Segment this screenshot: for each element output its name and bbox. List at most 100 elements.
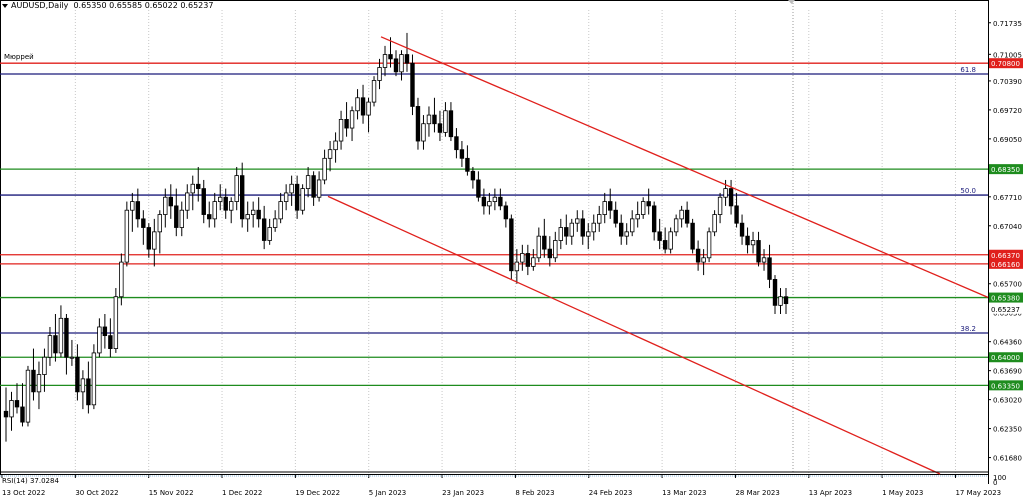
candle-bear: [108, 335, 113, 349]
candle-bull: [25, 369, 31, 423]
current-price-tag: [989, 304, 1023, 314]
candle-bull: [229, 201, 234, 211]
y-tick-label: 0.64360: [993, 339, 1022, 347]
candle-bear: [432, 114, 437, 125]
candle-bear: [734, 205, 739, 224]
candle-bull: [761, 257, 767, 263]
candle-bull: [629, 218, 635, 233]
y-tick-label: 0.67710: [993, 194, 1022, 202]
indicator-scale-bottom: 0: [993, 479, 997, 487]
x-tick-label: 30 Oct 2022: [75, 489, 118, 497]
indicator-label: RSI(14) 37.0284: [2, 477, 59, 485]
candle-bear: [20, 406, 25, 423]
candle-bull: [124, 209, 130, 263]
candle-bear: [141, 218, 146, 228]
candle-bear: [146, 227, 152, 250]
candle-bear: [223, 196, 228, 211]
candle-bull: [569, 222, 574, 237]
candle-bull: [673, 218, 679, 233]
candle-bear: [239, 175, 245, 220]
candle-bull: [377, 67, 382, 81]
candle-bear: [393, 58, 399, 73]
candle-bear: [772, 279, 778, 306]
candle-bull: [157, 214, 163, 233]
candle-bear: [437, 123, 443, 133]
level-price-label: 0.70800: [991, 60, 1020, 68]
candle-bull: [9, 400, 14, 418]
candle-bear: [470, 170, 476, 181]
fib-level-label: 50.0: [960, 187, 976, 195]
level-price-tag: [989, 249, 1023, 260]
candle-bull: [586, 231, 591, 237]
candle-bull: [640, 201, 646, 215]
candle-bull: [382, 54, 388, 68]
x-tick-label: 24 Feb 2023: [589, 489, 633, 497]
candle-bull: [668, 231, 673, 250]
candle-bull: [42, 356, 47, 375]
candle-bull: [531, 257, 536, 267]
candle-bull: [97, 326, 102, 354]
candle-bull: [245, 214, 250, 220]
candle-bull: [487, 201, 492, 207]
candle-bull: [602, 201, 607, 215]
candle-bull: [712, 214, 717, 233]
level-price-tag: [989, 292, 1023, 303]
candle-bull: [234, 175, 239, 202]
candle-bull: [300, 188, 305, 211]
channel-upper-line: [380, 36, 989, 299]
candle-bear: [311, 175, 316, 198]
candle-bear: [646, 201, 651, 207]
candle-bull: [152, 231, 157, 250]
candle-bull: [80, 378, 86, 393]
candle-bull: [492, 196, 498, 202]
y-tick-label: 0.71735: [993, 20, 1022, 28]
level-price-tag: [989, 380, 1023, 391]
candle-bull: [58, 317, 64, 354]
candle-bear: [503, 205, 509, 220]
candle-bear: [509, 218, 514, 272]
candle-bull: [283, 192, 289, 202]
candle-bear: [684, 209, 690, 224]
candle-bull: [218, 196, 223, 202]
candle-bear: [619, 222, 624, 237]
candle-bear: [256, 209, 261, 220]
x-tick-label: 13 Oct 2022: [2, 489, 45, 497]
candle-bull: [426, 114, 432, 125]
level-price-tag: [989, 352, 1023, 363]
candle-bear: [388, 54, 393, 60]
candle-bull: [185, 192, 190, 211]
x-tick-label: 28 Mar 2023: [735, 489, 779, 497]
candle-bear: [174, 205, 179, 228]
x-tick-label: 1 May 2023: [882, 489, 923, 497]
candle-bear: [31, 369, 36, 393]
candle-bull: [212, 201, 217, 220]
y-tick-label: 0.71005: [993, 51, 1022, 59]
chart-menu-icon[interactable]: [2, 3, 8, 8]
candle-bear: [481, 196, 487, 207]
candle-bull: [130, 201, 135, 211]
candle-bull: [421, 123, 426, 142]
candle-bull: [635, 214, 640, 220]
candle-bear: [525, 253, 531, 267]
candle-bear: [168, 196, 173, 207]
candle-bear: [410, 62, 415, 107]
candle-bear: [75, 356, 80, 393]
candle-bear: [53, 335, 58, 354]
y-tick-label: 0.63690: [993, 368, 1022, 376]
x-tick-label: 8 Feb 2023: [515, 489, 554, 497]
chart-ohlc: 0.65350 0.65585 0.65022 0.65237: [73, 1, 214, 10]
candle-bear: [294, 183, 300, 211]
candle-bull: [443, 110, 448, 133]
x-tick-label: 13 Mar 2023: [662, 489, 706, 497]
level-price-tag: [989, 58, 1023, 69]
candle-bull: [36, 374, 42, 393]
candle-bear: [344, 119, 349, 129]
candle-bear: [465, 157, 470, 172]
candle-bear: [476, 179, 481, 198]
candle-bear: [651, 205, 657, 233]
candle-bear: [201, 188, 206, 215]
candle-bull: [322, 157, 327, 181]
candle-bear: [498, 196, 503, 207]
